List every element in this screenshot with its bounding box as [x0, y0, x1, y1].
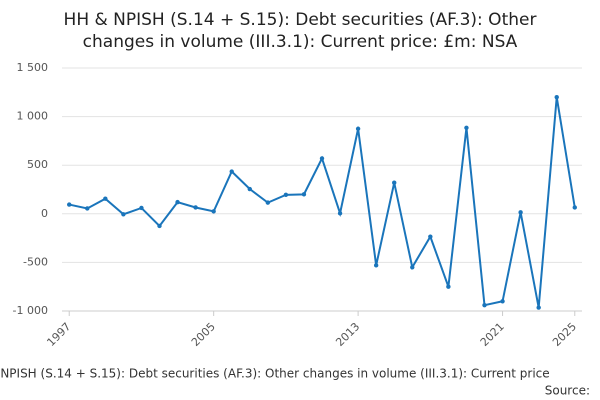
x-tick-label: 2005: [189, 320, 218, 349]
point: [428, 234, 433, 239]
x-tick-label: 2025: [550, 320, 579, 349]
line: [69, 96, 576, 308]
point: [157, 223, 162, 229]
point: [392, 180, 397, 185]
point: [175, 199, 180, 205]
point: [265, 200, 271, 205]
y-tick-label: 1 000: [17, 110, 49, 123]
point: [536, 305, 541, 310]
point: [193, 205, 198, 210]
point: [211, 209, 216, 214]
point: [410, 265, 415, 270]
chart-title: HH & NPISH (S.14 + S.15): Debt securitie…: [64, 10, 537, 30]
point: [337, 211, 343, 216]
source: Source:: [545, 384, 590, 398]
point: [464, 125, 469, 130]
point: [301, 192, 307, 197]
point: [355, 126, 361, 131]
point: [500, 299, 505, 304]
point: [85, 206, 90, 211]
y-tick-label: 1 500: [17, 61, 49, 74]
x-tick-label: 2013: [333, 320, 362, 349]
point: [554, 94, 559, 100]
point: [319, 156, 325, 161]
x-tick-label: 1997: [44, 320, 73, 349]
point: [373, 263, 379, 268]
point: [283, 192, 289, 198]
y-tick-label: 500: [27, 158, 48, 171]
y-tick-label: -500: [23, 255, 48, 268]
point: [103, 196, 108, 201]
point: [139, 205, 144, 211]
footer-title: NPISH (S.14 + S.15): Debt securities (AF…: [0, 367, 549, 381]
point: [518, 210, 523, 215]
point: [67, 202, 72, 207]
chart-title: changes in volume (III.3.1): Current pri…: [83, 32, 518, 52]
point: [446, 284, 451, 289]
y-tick-label: 0: [41, 207, 48, 220]
y-tick-label: -1 000: [13, 304, 48, 317]
point: [247, 186, 252, 192]
point: [572, 205, 577, 210]
point: [229, 169, 234, 174]
x-tick-label: 2021: [478, 320, 507, 349]
point: [482, 302, 487, 308]
point: [121, 212, 126, 217]
